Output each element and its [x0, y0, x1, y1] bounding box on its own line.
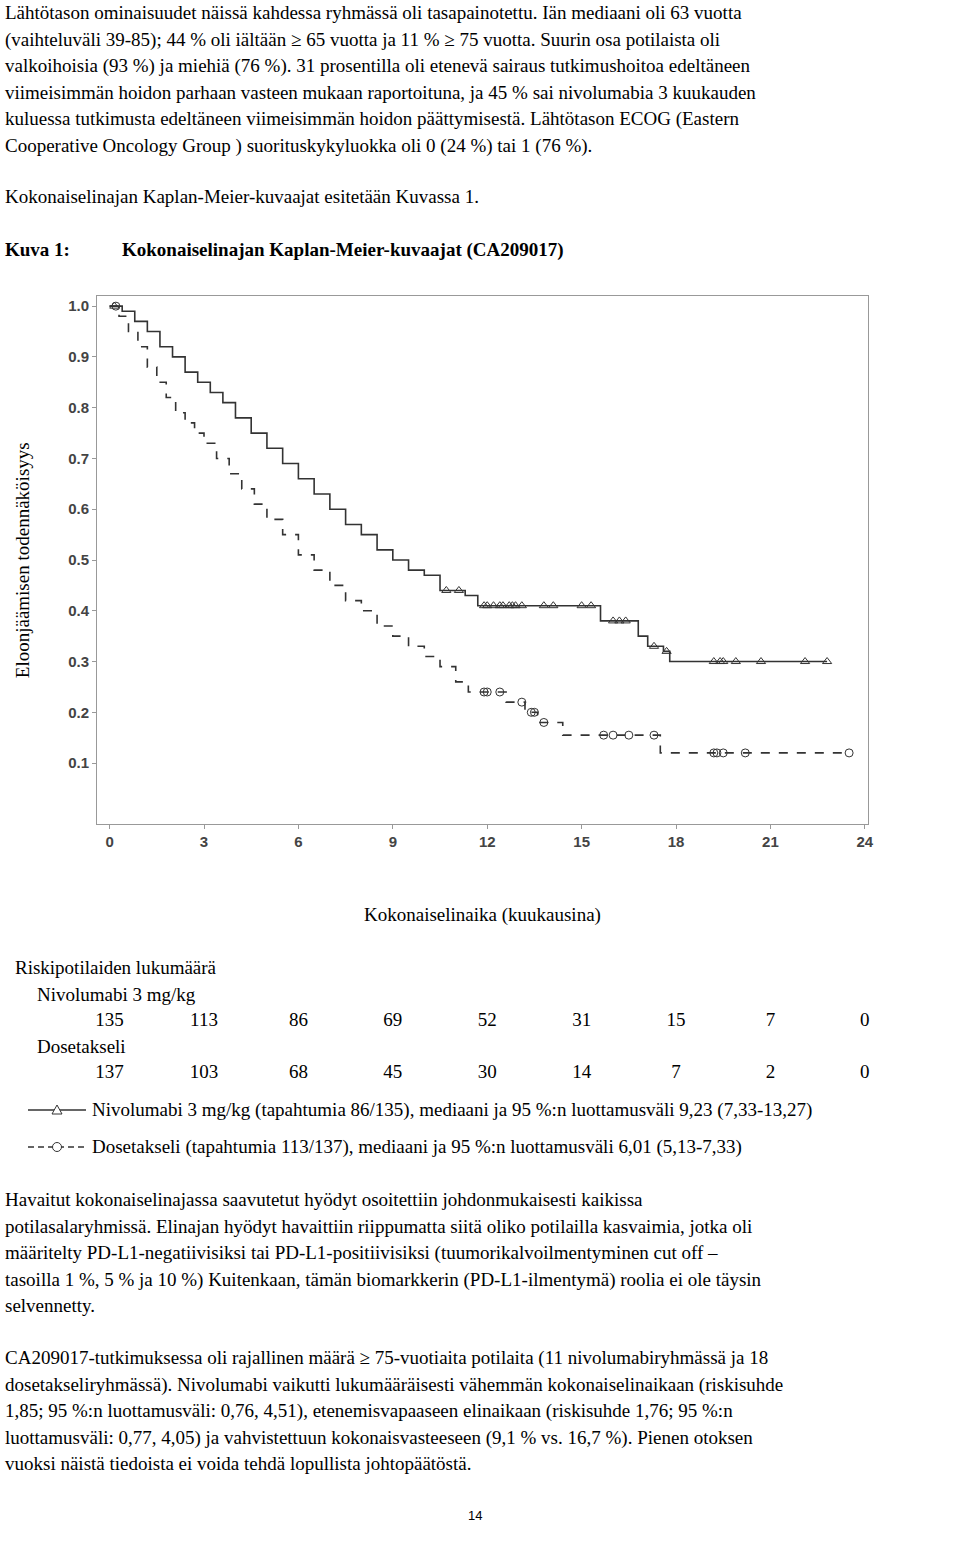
- svg-text:15: 15: [573, 833, 590, 850]
- svg-text:0.7: 0.7: [68, 450, 89, 467]
- svg-text:Eloonjäämisen todennäköisyys: Eloonjäämisen todennäköisyys: [12, 442, 33, 678]
- svg-text:24: 24: [857, 833, 874, 850]
- html-text:45: 45: [383, 1061, 403, 1082]
- svg-text:21: 21: [762, 833, 779, 850]
- html-text:Havaitut kokonaiselinajassa sa: Havaitut kokonaiselinajassa saavutetut h…: [5, 1189, 643, 1210]
- svg-text:0.5: 0.5: [68, 551, 89, 568]
- html-text:86: 86: [288, 1009, 308, 1030]
- html-text:vuoksi näistä tiedoista ei voi: vuoksi näistä tiedoista ei voida tehdä l…: [5, 1453, 472, 1474]
- svg-text:0: 0: [105, 833, 113, 850]
- svg-text:9: 9: [389, 833, 397, 850]
- html-text:103: 103: [189, 1061, 219, 1082]
- html-text:luottamusväli: 0,77, 4,05) ja: luottamusväli: 0,77, 4,05) ja vahvistett…: [5, 1426, 753, 1448]
- html-text:tasoilla 1 %, 5 % ja 10 %) Kui: tasoilla 1 %, 5 % ja 10 %) Kuitenkaan, t…: [5, 1268, 762, 1290]
- html-text:määritelty PD-L1-negatiivisiks: määritelty PD-L1-negatiivisiksi tai PD-L…: [5, 1242, 718, 1263]
- html-text:135: 135: [95, 1009, 124, 1030]
- html-text:Cooperative Oncology Group ) s: Cooperative Oncology Group ) suorituskyk…: [5, 134, 593, 156]
- html-text:(vaihteluväli 39-85); 44 % oli: (vaihteluväli 39-85); 44 % oli iältään ≥…: [5, 28, 721, 50]
- html-text:69: 69: [383, 1009, 403, 1030]
- svg-text:0.4: 0.4: [68, 602, 90, 619]
- svg-text:3: 3: [200, 833, 208, 850]
- html-text:0: 0: [860, 1061, 870, 1082]
- html-text:viimeisimmän hoidon parhaan va: viimeisimmän hoidon parhaan vasteen muka…: [5, 81, 756, 103]
- svg-text:12: 12: [479, 833, 496, 850]
- html-text:2: 2: [765, 1061, 776, 1082]
- svg-text:0.9: 0.9: [68, 348, 89, 365]
- svg-text:Kokonaiselinaika (kuukausina): Kokonaiselinaika (kuukausina): [364, 904, 601, 926]
- html-text:7: 7: [765, 1009, 776, 1030]
- html-text:0: 0: [860, 1009, 870, 1030]
- svg-text:0.6: 0.6: [68, 500, 89, 517]
- svg-text:0.8: 0.8: [68, 399, 89, 416]
- svg-text:18: 18: [668, 833, 685, 850]
- html-text:7: 7: [671, 1061, 681, 1082]
- html-text:113: 113: [190, 1009, 218, 1030]
- html-text:31: 31: [572, 1009, 592, 1030]
- html-text:Nivolumabi 3 mg/kg (tapahtumia: Nivolumabi 3 mg/kg (tapahtumia 86/135), …: [92, 1099, 813, 1120]
- html-text:14: 14: [468, 1508, 483, 1523]
- html-text:potilasalaryhmissä. Elinajan h: potilasalaryhmissä. Elinajan hyödyt hava…: [5, 1215, 753, 1237]
- html-text:kuluessa tutkimusta edeltäneen: kuluessa tutkimusta edeltäneen viimeisim…: [5, 108, 739, 129]
- svg-text:0.3: 0.3: [68, 653, 89, 670]
- svg-text:0.1: 0.1: [68, 754, 89, 771]
- html-text:Kokonaiselinajan Kaplan-Meier-: Kokonaiselinajan Kaplan-Meier-kuvaajat e…: [5, 186, 479, 207]
- html-text:CA209017-tutkimuksessa oli raj: CA209017-tutkimuksessa oli rajallinen mä…: [5, 1347, 769, 1368]
- html-text:137: 137: [95, 1061, 124, 1082]
- html-text:dosetakseliryhmässä). Nivoluma: dosetakseliryhmässä). Nivolumabi vaikutt…: [5, 1373, 784, 1395]
- html-text:Nivolumabi 3 mg/kg: Nivolumabi 3 mg/kg: [37, 984, 196, 1005]
- html-text:30: 30: [477, 1061, 497, 1082]
- html-text:Kuva 1:: Kuva 1:: [5, 239, 70, 260]
- html-text:14: 14: [572, 1061, 592, 1082]
- html-text:15: 15: [666, 1009, 686, 1030]
- html-text:Riskipotilaiden lukumäärä: Riskipotilaiden lukumäärä: [15, 957, 216, 978]
- html-text:selvennetty.: selvennetty.: [5, 1295, 95, 1316]
- html-text:Dosetakseli (tapahtumia 113/13: Dosetakseli (tapahtumia 113/137), mediaa…: [92, 1136, 742, 1157]
- svg-text:1.0: 1.0: [68, 297, 89, 314]
- html-text:1,85; 95 %:n luottamusväli: 0,: 1,85; 95 %:n luottamusväli: 0,76, 4,51),…: [5, 1400, 733, 1421]
- html-text:Kokonaiselinajan Kaplan-Meier-: Kokonaiselinajan Kaplan-Meier-kuvaajat (…: [122, 239, 564, 260]
- html-text:52: 52: [477, 1009, 497, 1030]
- svg-text:6: 6: [294, 833, 302, 850]
- html-text:68: 68: [288, 1061, 308, 1082]
- html-text:Dosetakseli: Dosetakseli: [37, 1036, 126, 1057]
- html-text:valkoihoisia (93 %) ja miehiä: valkoihoisia (93 %) ja miehiä (76 %). 31…: [5, 55, 750, 76]
- html-text:Lähtötason ominaisuudet näissä: Lähtötason ominaisuudet näissä kahdessa …: [5, 2, 742, 23]
- svg-text:0.2: 0.2: [68, 704, 89, 721]
